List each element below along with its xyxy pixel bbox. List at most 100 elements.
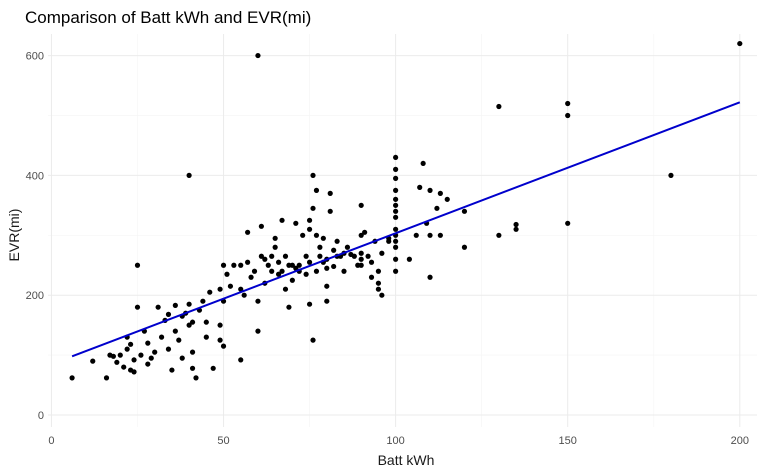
data-point	[282, 286, 289, 292]
x-tick-label: 0	[48, 435, 54, 447]
data-point	[565, 220, 571, 226]
data-point	[365, 253, 371, 259]
data-point	[179, 355, 185, 361]
data-point	[114, 359, 120, 365]
data-point	[358, 262, 364, 268]
x-tick-label: 150	[559, 435, 577, 447]
data-point	[444, 196, 450, 202]
data-point	[121, 364, 127, 370]
data-point	[393, 175, 399, 181]
data-point	[128, 341, 134, 347]
data-point	[393, 238, 399, 244]
data-point	[461, 208, 468, 214]
data-point	[313, 232, 320, 238]
data-point	[217, 322, 223, 328]
data-point	[375, 280, 382, 286]
x-axis-ticks: 0 50 100 150 200	[48, 435, 749, 447]
y-tick-label: 600	[26, 51, 44, 63]
data-point	[334, 238, 340, 244]
data-point	[110, 353, 116, 359]
data-point	[293, 220, 299, 226]
data-point	[737, 40, 743, 47]
data-point	[413, 232, 419, 238]
data-point	[282, 253, 289, 259]
data-point	[117, 352, 123, 358]
data-point	[155, 304, 161, 310]
data-point	[69, 375, 75, 381]
data-point	[269, 253, 275, 259]
data-point	[393, 187, 399, 193]
data-point	[238, 262, 244, 268]
data-point	[393, 166, 399, 172]
data-point	[427, 274, 433, 280]
data-point	[303, 253, 309, 259]
data-point	[300, 232, 306, 238]
data-point	[331, 247, 337, 253]
data-point	[145, 340, 151, 346]
data-point	[258, 253, 264, 259]
data-point	[310, 337, 316, 343]
data-point	[324, 283, 330, 289]
data-point	[306, 301, 313, 307]
data-point	[186, 322, 192, 328]
data-point	[131, 357, 137, 363]
x-tick-label: 200	[731, 435, 749, 447]
data-point	[437, 232, 443, 238]
data-point	[152, 349, 158, 355]
data-point	[248, 274, 254, 280]
data-point	[362, 229, 368, 235]
data-point	[344, 244, 351, 250]
data-point	[417, 184, 423, 190]
data-point	[186, 172, 192, 178]
data-point	[368, 259, 375, 265]
data-point	[138, 352, 144, 358]
data-point	[668, 172, 674, 178]
x-tick-label: 50	[217, 435, 229, 447]
chart-title: Comparison of Batt kWh and EVR(mi)	[25, 8, 311, 27]
data-point	[393, 226, 399, 232]
data-point	[148, 355, 154, 361]
data-point	[375, 268, 382, 274]
data-point	[176, 337, 182, 343]
data-point	[565, 100, 571, 107]
data-point	[437, 190, 443, 196]
data-point	[217, 286, 223, 292]
data-point	[238, 286, 244, 292]
data-point	[272, 244, 278, 250]
data-point	[327, 190, 333, 196]
data-point	[265, 262, 271, 268]
data-point	[358, 250, 364, 256]
data-point	[203, 334, 209, 340]
data-point	[169, 367, 175, 373]
data-point	[358, 256, 364, 262]
data-point	[189, 349, 196, 355]
data-point	[379, 250, 385, 256]
data-point	[275, 259, 282, 265]
data-point	[496, 232, 502, 238]
data-point	[306, 226, 313, 232]
data-point	[375, 286, 382, 292]
data-point	[341, 268, 347, 274]
data-point	[238, 357, 244, 363]
data-point	[434, 205, 440, 211]
data-point	[427, 187, 433, 193]
data-point	[310, 172, 316, 178]
data-point	[513, 226, 519, 232]
data-point	[193, 375, 199, 381]
data-point	[286, 304, 292, 310]
data-point	[393, 208, 399, 214]
data-point	[255, 328, 261, 334]
data-point	[189, 365, 196, 371]
data-point	[255, 298, 261, 304]
y-tick-label: 200	[26, 290, 44, 302]
data-point	[231, 262, 237, 268]
data-point	[207, 289, 213, 295]
data-point	[189, 319, 196, 325]
data-point	[131, 369, 137, 375]
data-point	[251, 268, 258, 274]
data-point	[420, 160, 426, 167]
data-point	[293, 265, 299, 271]
data-point	[262, 256, 268, 262]
y-axis-ticks: 0 200 400 600	[26, 51, 44, 422]
data-point	[258, 223, 264, 229]
